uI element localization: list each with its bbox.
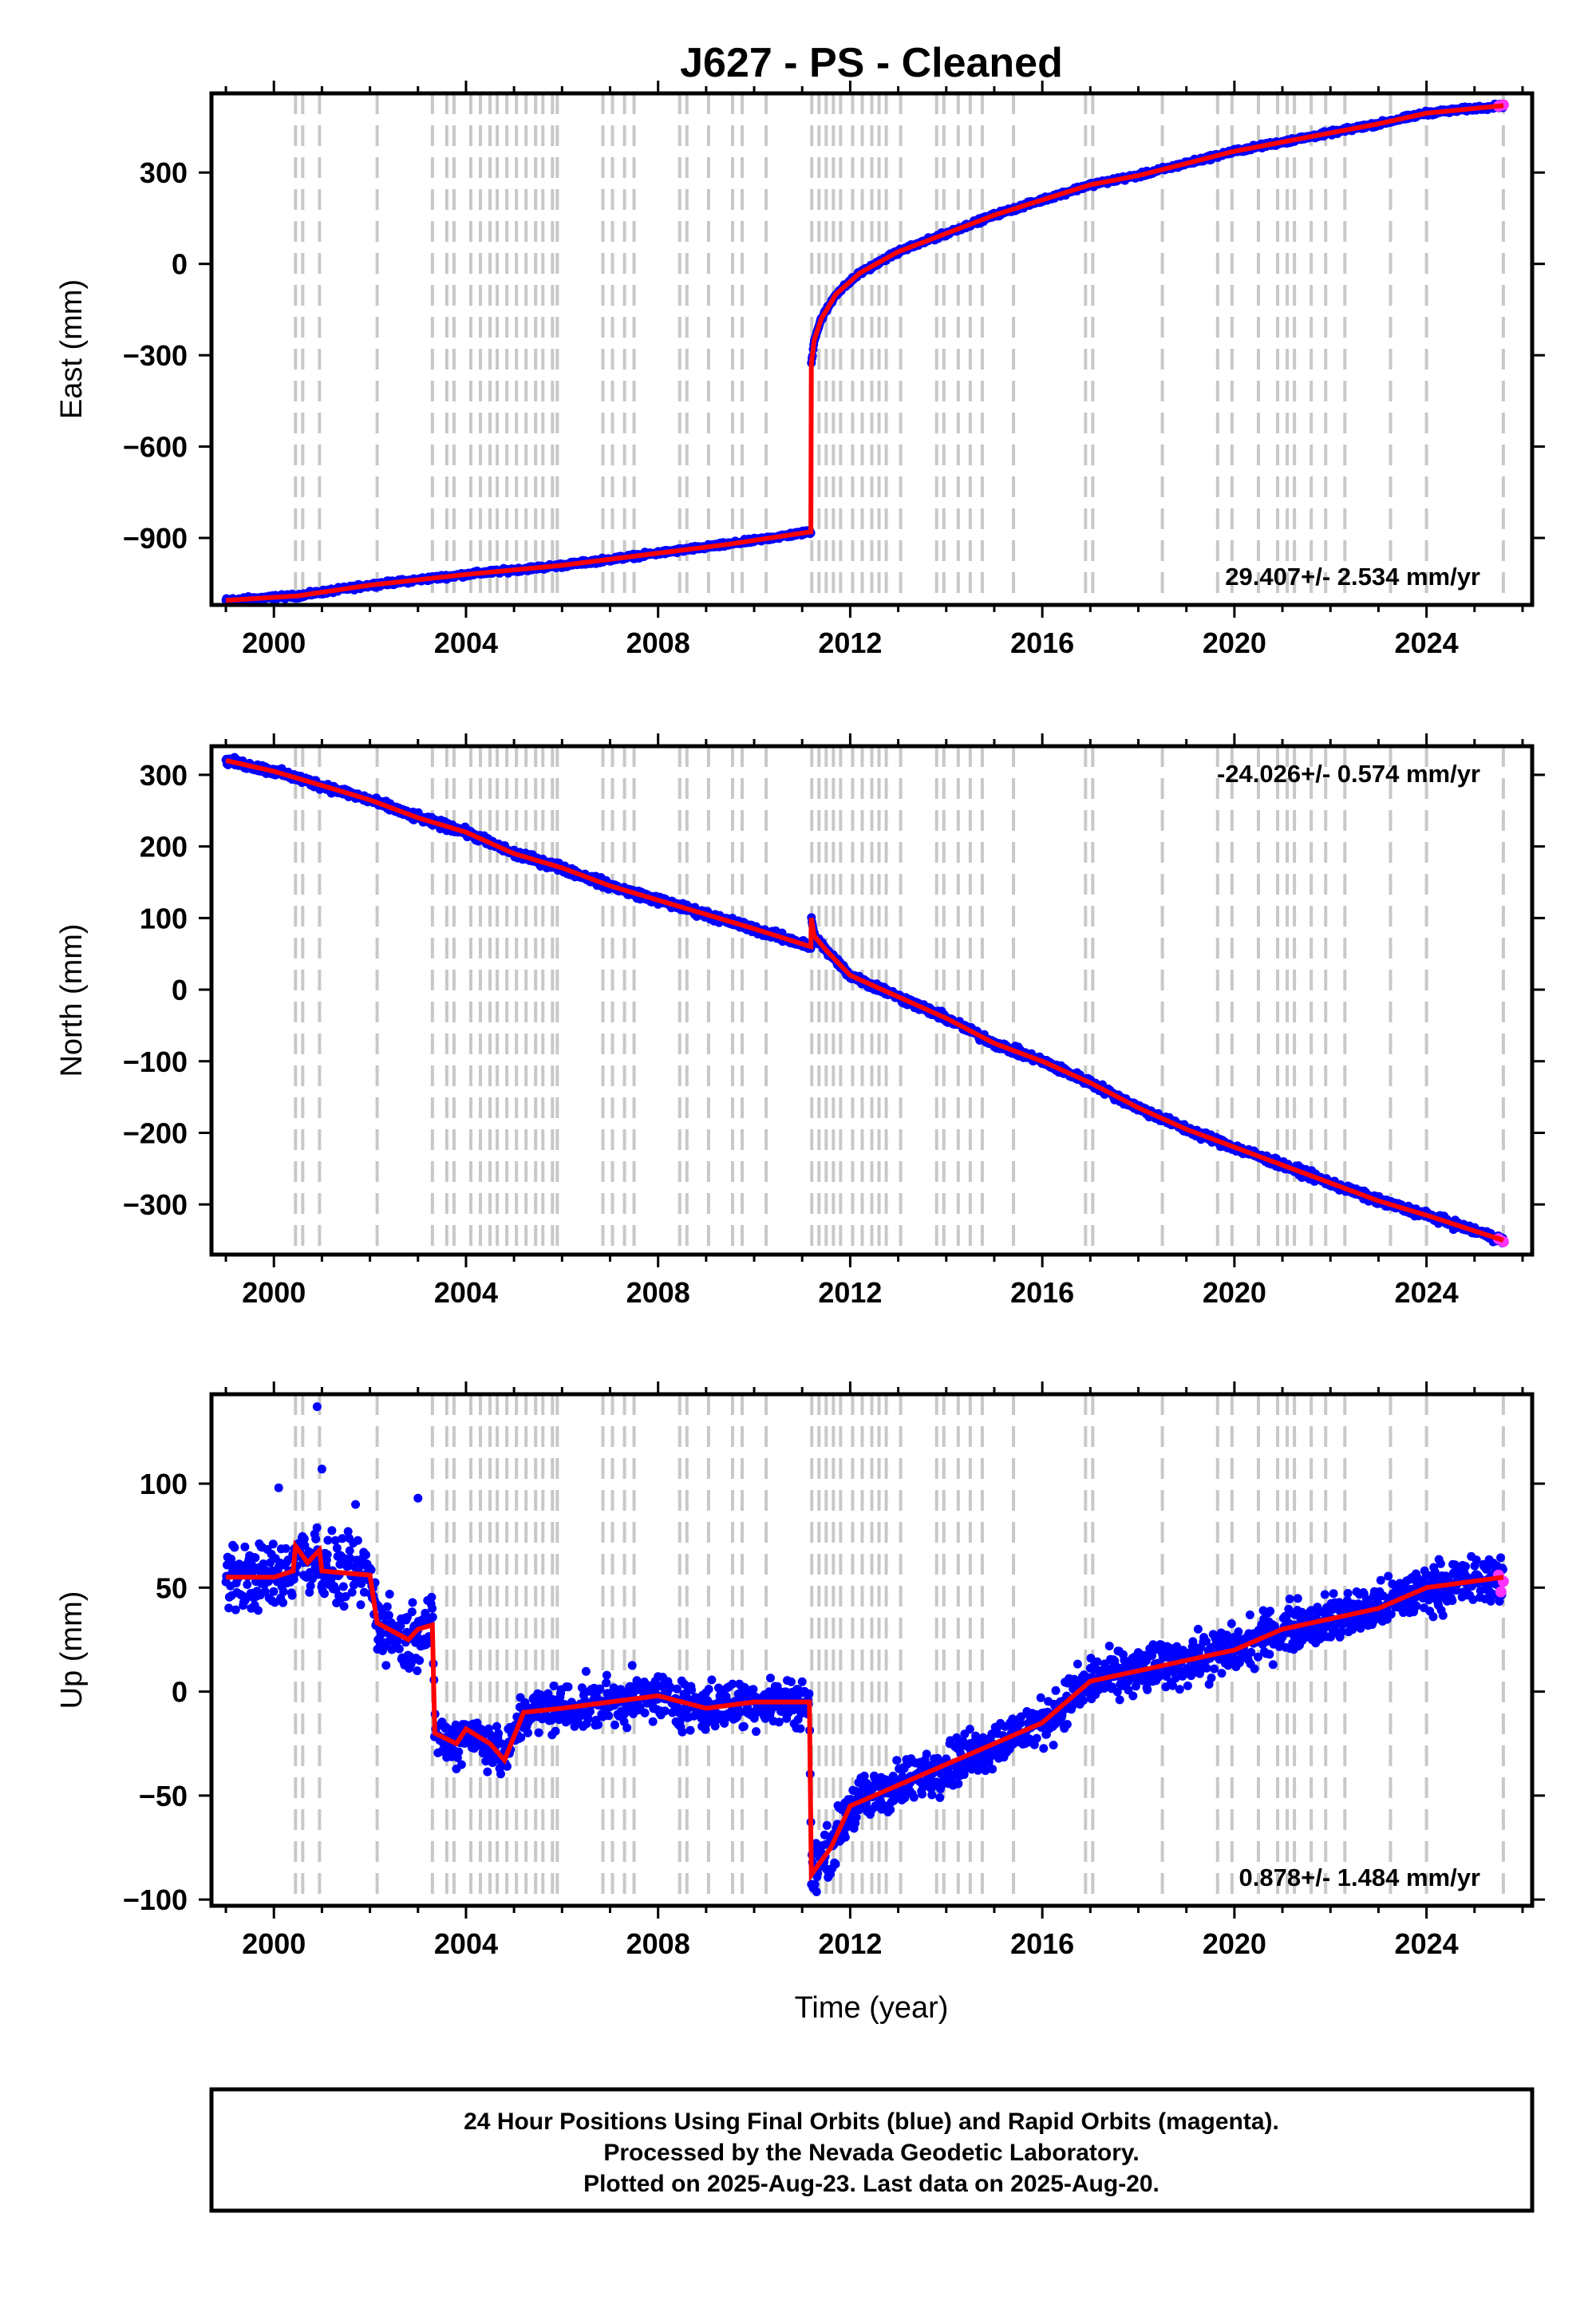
data-point [322,1550,332,1559]
north-model-line [225,757,1504,1243]
x-tick-label: 2016 [1010,626,1074,659]
data-point [269,1587,279,1596]
north-rate-label: -24.026+/- 0.574 mm/yr [1217,760,1480,788]
data-point [318,1579,327,1589]
y-tick-label: −300 [123,339,188,372]
up-final-orbit-points [221,1402,1507,1896]
y-tick-label: −300 [123,1188,188,1221]
figure-title: J627 - PS - Cleaned [680,40,1063,86]
east-change-lines [294,93,1505,605]
data-point [260,1587,270,1596]
y-tick-label: 300 [140,156,188,189]
east-y-axis-label: East (mm) [55,279,89,419]
data-point [323,1535,333,1545]
data-point [327,1526,337,1535]
x-tick-label: 2008 [626,1276,690,1309]
data-point [279,1587,288,1596]
y-tick-label: −600 [123,431,188,464]
x-tick-label: 2016 [1010,1276,1074,1309]
data-point [224,1603,234,1613]
data-point [281,1543,290,1553]
data-point [306,1581,315,1591]
data-point [247,1567,257,1577]
y-tick-label: 300 [140,759,188,792]
data-point [287,1591,297,1600]
x-tick-label: 2024 [1395,626,1459,659]
y-tick-label: −100 [123,1045,188,1078]
north-final-orbit-points [221,753,1507,1247]
y-tick-label: 0 [172,974,188,1006]
y-tick-label: −900 [123,522,188,555]
x-tick-label: 2012 [818,626,882,659]
x-tick-label: 2000 [242,626,306,659]
east-frame [209,91,1535,607]
data-point [330,1535,340,1545]
data-point [312,1523,322,1532]
east-final-orbit-points [221,99,1507,605]
data-point [311,1534,321,1543]
data-point [254,1606,263,1615]
up-change-lines [294,1394,1505,1906]
north-frame [209,744,1535,1257]
x-tick-label: 2012 [818,1276,882,1309]
data-point [247,1560,257,1570]
data-point [240,1542,250,1551]
y-tick-label: −200 [123,1117,188,1149]
x-tick-label: 2020 [1203,626,1266,659]
data-point [243,1580,252,1589]
data-point [231,1605,240,1614]
x-tick-label: 2020 [1203,1276,1266,1309]
data-point [230,1543,239,1552]
data-point [299,1534,309,1543]
x-tick-label: 2004 [434,626,498,659]
data-point [332,1543,342,1553]
y-tick-label: 200 [140,831,188,864]
east-rate-label: 29.407+/- 2.534 mm/yr [1225,563,1480,591]
data-point [259,1559,268,1568]
x-tick-label: 2024 [1395,1276,1459,1309]
x-tick-label: 2008 [626,626,690,659]
data-point [251,1553,260,1563]
data-point [320,1589,329,1599]
panel-north: −300 −200 −100 0 100 200 300 2000 2004 2008 2012 20… [55,733,1545,1309]
north-y-axis-label: North (mm) [55,923,89,1077]
x-tick-label: 2000 [242,1276,306,1309]
x-tick-label: 2004 [434,1276,498,1309]
y-tick-label: 0 [172,248,188,281]
data-point [241,1595,251,1605]
data-point [268,1539,278,1549]
data-point [279,1598,288,1607]
panel-east: −900 −600 −300 0 300 2000 2004 2008 2012 2016 2020… [55,81,1545,659]
east-model-line [225,103,1504,603]
y-tick-label: 100 [140,902,188,935]
